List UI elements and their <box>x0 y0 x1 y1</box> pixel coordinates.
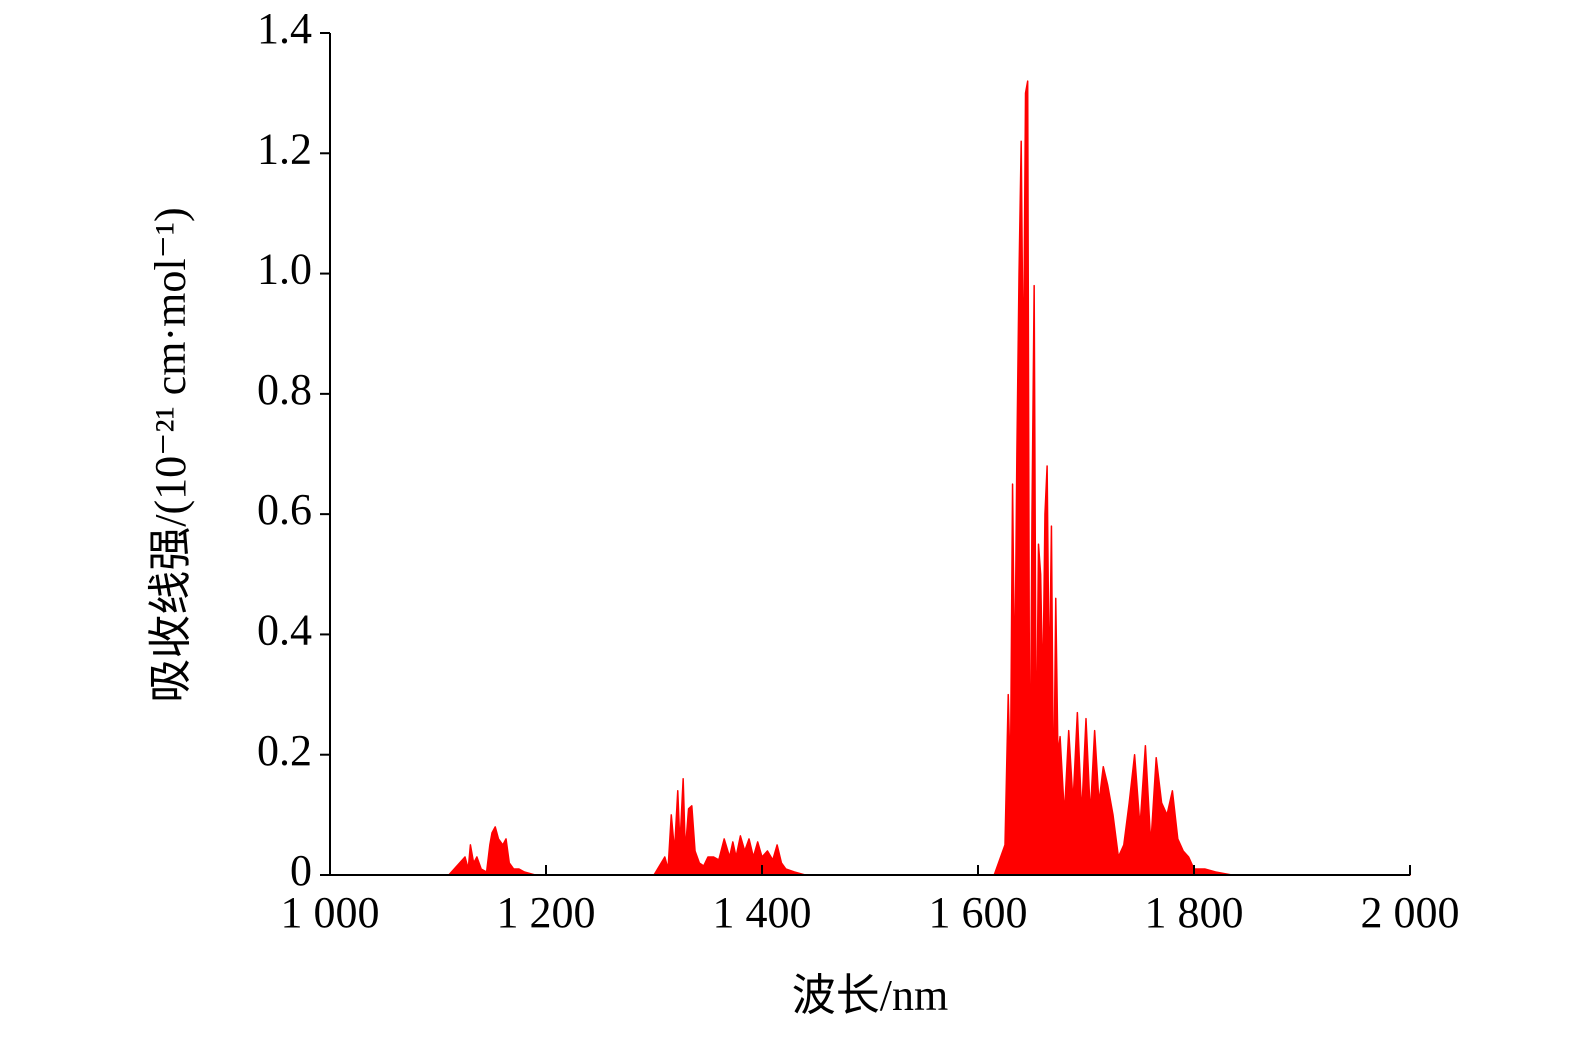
y-axis-label: 吸收线强/(10⁻²¹ cm·mol⁻¹) <box>146 207 195 702</box>
y-tick-label: 0.8 <box>257 365 312 414</box>
x-tick-label: 1 800 <box>1145 888 1244 937</box>
y-tick-label: 0.2 <box>257 726 312 775</box>
x-tick-label: 1 000 <box>281 888 380 937</box>
spectrum-area <box>329 80 1411 876</box>
y-tick-label: 0.6 <box>257 485 312 534</box>
y-tick-label: 1.4 <box>257 4 312 53</box>
x-tick-label: 1 600 <box>929 888 1028 937</box>
x-axis-label: 波长/nm <box>792 971 948 1020</box>
y-tick-label: 0.4 <box>257 606 312 655</box>
x-tick-label: 1 200 <box>497 888 596 937</box>
y-tick-label: 1.2 <box>257 124 312 173</box>
x-tick-label: 2 000 <box>1361 888 1460 937</box>
x-tick-label: 1 400 <box>713 888 812 937</box>
y-tick-label: 1.0 <box>257 245 312 294</box>
y-tick-label: 0 <box>290 846 312 895</box>
